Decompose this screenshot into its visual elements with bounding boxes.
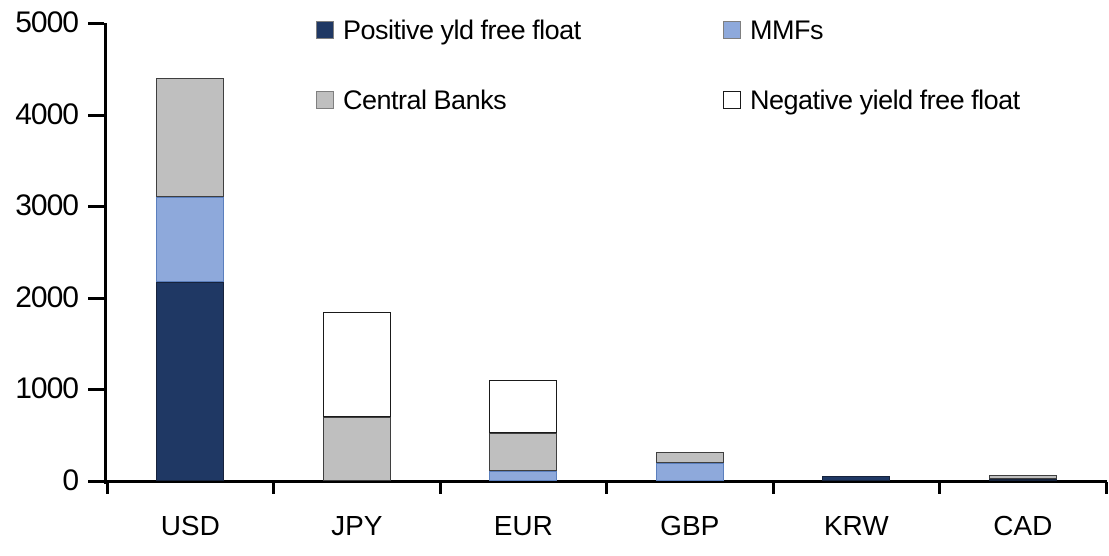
x-tick	[1104, 482, 1108, 494]
y-tick	[88, 205, 104, 209]
bar-segment-cad-positive-yld-free-float	[988, 478, 1057, 481]
x-tick	[938, 482, 941, 494]
x-axis-label-usd: USD	[160, 510, 220, 541]
y-tick-label: 0	[62, 464, 79, 497]
legend-item-positive-yld-free-float: Positive yld free float	[316, 14, 581, 45]
y-tick-label: 1000	[15, 372, 79, 406]
x-axis-label-gbp: GBP	[660, 510, 720, 541]
legend-label: Negative yield free float	[750, 84, 1020, 115]
bar-segment-jpy-negative-yield-free-float	[322, 311, 391, 417]
positive-yld-free-float-swatch-icon	[316, 21, 334, 39]
x-axis	[104, 480, 1107, 483]
legend-item-central-banks: Central Banks	[316, 84, 507, 115]
legend-item-mmfs: MMFs	[723, 14, 823, 45]
x-axis-label-eur: EUR	[493, 510, 553, 541]
y-tick	[88, 22, 104, 25]
legend-item-negative-yield-free-float: Negative yield free float	[723, 84, 1020, 115]
y-tick	[88, 480, 104, 483]
bar-segment-usd-mmfs	[156, 197, 225, 283]
x-tick	[438, 482, 442, 494]
bar-segment-usd-central-banks	[156, 77, 225, 198]
bar-segment-jpy-central-banks	[322, 416, 391, 481]
y-tick	[88, 296, 104, 300]
y-axis	[104, 23, 107, 484]
y-tick-label: 2000	[15, 280, 79, 314]
central-banks-swatch-icon	[316, 91, 334, 109]
mmfs-swatch-icon	[723, 21, 741, 39]
bar-segment-eur-mmfs	[489, 470, 558, 481]
x-tick	[105, 482, 109, 494]
legend-label: Positive yld free float	[343, 14, 581, 45]
legend-label: MMFs	[750, 14, 823, 45]
bar-segment-eur-negative-yield-free-float	[489, 380, 558, 434]
y-tick	[88, 113, 104, 117]
x-tick	[605, 482, 608, 494]
bar-segment-usd-positive-yld-free-float	[156, 282, 225, 481]
y-tick	[88, 388, 104, 392]
legend-label: Central Banks	[343, 84, 507, 115]
y-tick-label: 5000	[15, 6, 79, 39]
bar-segment-krw-positive-yld-free-float	[822, 476, 891, 481]
x-tick	[272, 482, 275, 494]
x-axis-label-jpy: JPY	[331, 510, 383, 541]
bar-segment-gbp-mmfs	[655, 462, 724, 481]
x-tick	[771, 482, 775, 494]
bar-segment-eur-central-banks	[489, 433, 558, 471]
x-axis-label-krw: KRW	[823, 510, 889, 541]
x-axis-label-cad: CAD	[993, 510, 1053, 541]
bar-segment-gbp-central-banks	[655, 451, 724, 463]
negative-yield-free-float-swatch-icon	[723, 91, 741, 109]
y-tick-label: 3000	[15, 189, 79, 223]
bar-segment-cad-central-banks	[988, 475, 1057, 479]
y-tick-label: 4000	[15, 97, 79, 131]
